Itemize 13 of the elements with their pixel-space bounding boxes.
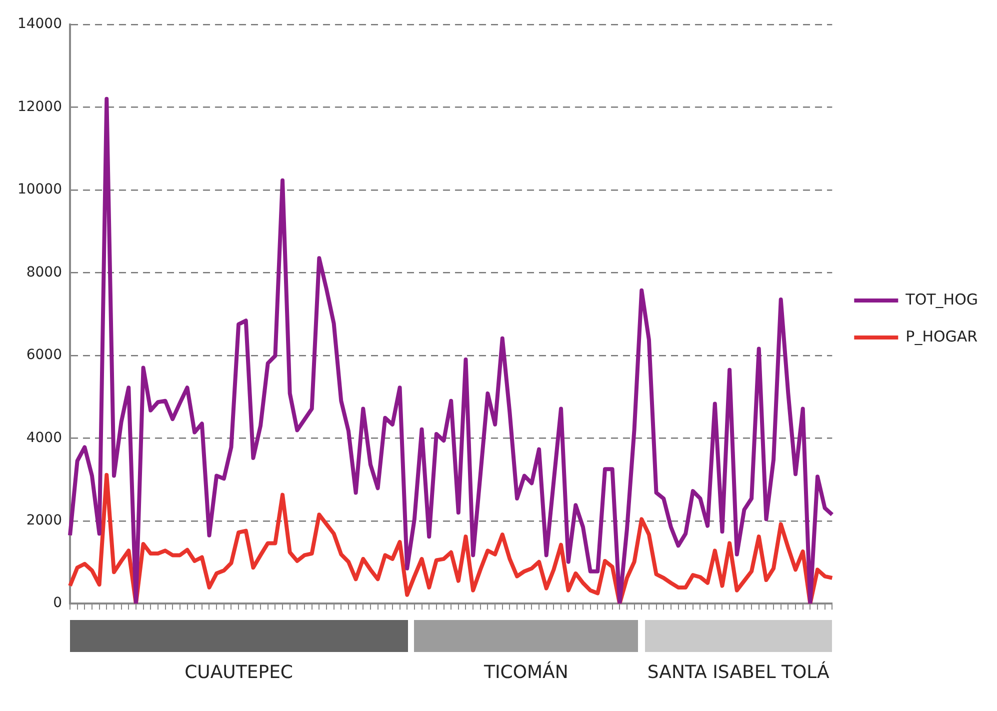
y-tick-label: 6000: [26, 347, 62, 364]
legend-label: P_HOGAR: [906, 327, 978, 346]
y-tick-label: 2000: [26, 512, 62, 528]
legend-label: TOT_HOG: [904, 290, 978, 308]
y-tick-label: 0: [53, 595, 62, 612]
y-tick-label: 4000: [26, 430, 62, 446]
y-tick-label: 12000: [17, 98, 62, 115]
y-tick-label: 8000: [26, 264, 62, 280]
text: SANTA ISABEL TOLÁ: [646, 662, 830, 683]
y-tick-label: 10000: [17, 182, 62, 198]
text: CUAUTEPEC: [184, 662, 294, 683]
text: TICOMÁN: [482, 662, 570, 683]
y-tick-label: 14000: [17, 16, 62, 32]
